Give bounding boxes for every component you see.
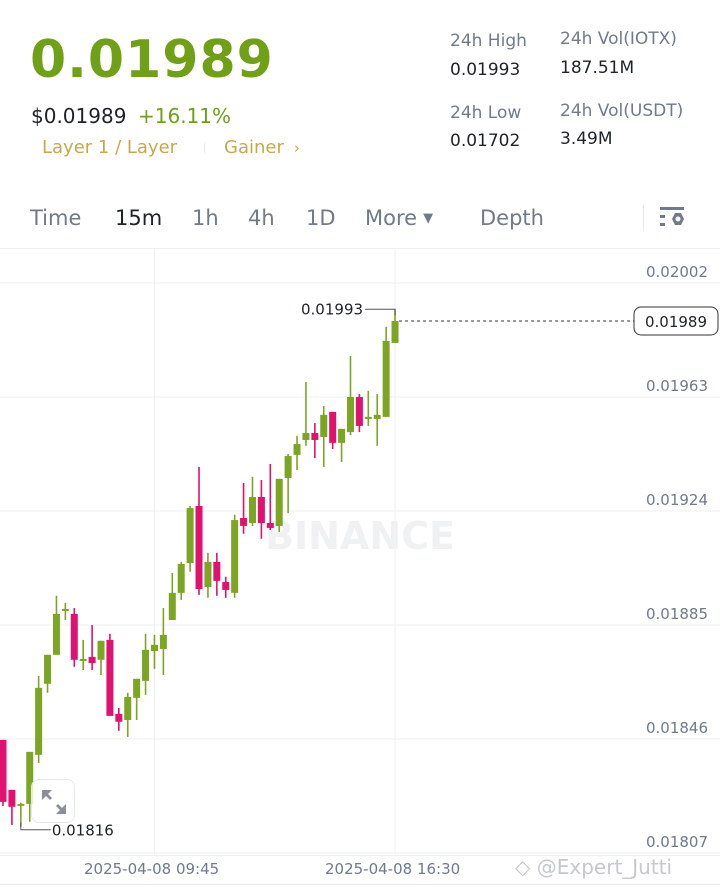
high-marker-line [365,308,396,316]
tabs-divider-line [0,248,720,249]
candle-body [168,592,176,621]
y-tick-label: 0.01924 [646,491,708,509]
candle-body [204,561,212,587]
category-tag[interactable]: Layer 1 / Layer [42,137,178,158]
tabs-divider [643,205,644,231]
y-tick-label: 0.02002 [646,263,708,281]
candle-body [115,713,123,722]
candle-body [338,428,346,443]
gainer-label: Gainer [224,137,284,158]
candle-body [275,478,283,526]
y-tick-label: 0.01963 [646,377,708,395]
candle-body [150,644,158,652]
candle-body [26,751,34,804]
candle-body [302,432,310,440]
candle-body [364,416,372,419]
y-tick-label: 0.01807 [646,833,708,851]
candle-body [231,520,239,593]
tab-time[interactable]: Time [30,206,82,230]
candle-body [70,613,78,660]
candle-body [284,456,292,478]
tab-15m[interactable]: 15m [115,206,163,230]
expand-icon [42,790,66,814]
candle-body [346,397,354,433]
candle-body [186,508,194,564]
candle-body [35,687,43,755]
vol-quote-label: 24h Vol(USDT) [560,101,684,121]
candle-body [248,496,256,523]
bottom-divider [0,884,720,885]
candle-body [240,518,248,526]
candle-body [17,803,25,806]
candle-body [213,561,221,581]
y-tick-label: 0.01885 [646,605,708,623]
credit-watermark: ◇ @Expert_Jutti [515,855,672,879]
high-label: 24h High [450,31,527,51]
price-change: +16.11% [138,104,232,128]
candle-body [257,496,265,523]
credit-text: @Expert_Jutti [536,855,673,879]
candle-body [177,563,185,593]
candle-body [133,678,141,698]
vol-quote-value: 3.49M [560,129,613,149]
vol-base-value: 187.51M [560,58,635,78]
candle-body [79,658,87,661]
more-label: More [365,206,418,230]
expand-chart-button[interactable] [31,779,75,823]
candle-body [61,608,69,611]
tab-depth[interactable]: Depth [480,206,544,230]
tag-divider [204,143,205,153]
candle-body [52,613,60,655]
candle-body [266,522,274,528]
candle-body [329,411,337,443]
candle-body [311,432,319,440]
low-marker-line [20,822,51,831]
last-price: 0.01989 [30,30,274,90]
candle-body [88,656,96,663]
candle-body [97,640,105,660]
candle-body [373,414,381,419]
low-marker-label: 0.01816 [52,822,114,840]
tab-more[interactable]: More ▼ [365,206,433,230]
low-label: 24h Low [450,103,522,123]
chevron-right-icon: › [293,139,300,157]
x-tick-label: 2025-04-08 09:45 [84,860,220,878]
candle-body [124,696,132,720]
high-marker-label: 0.01993 [301,300,363,318]
candle-body [195,506,203,590]
candle-body [391,321,399,343]
current-price-label: 0.01989 [645,313,707,331]
candle-body [159,634,167,649]
chart-settings-icon[interactable] [660,207,686,231]
candle-body [106,639,114,716]
watermark-logo-icon: ◇ [515,855,531,879]
candle-body [44,654,52,684]
caret-down-icon: ▼ [423,211,434,226]
tab-1d[interactable]: 1D [306,206,336,230]
candle-body [293,444,301,455]
candle-body [0,739,7,802]
high-value: 0.01993 [450,60,521,80]
candle-body [8,789,16,807]
current-price-box [633,306,719,336]
x-tick-label: 2025-04-08 16:30 [325,860,461,878]
candle-body [355,397,363,426]
candlestick-chart[interactable]: 0.02002 0.01963 0.01924 0.01885 0.01846 0.018… [0,249,720,855]
vol-base-label: 24h Vol(IOTX) [560,29,677,49]
candle-body [320,414,328,438]
usd-price: $0.01989 [31,104,127,128]
x-axis-line [0,855,720,856]
binance-watermark: BINANCE [265,514,455,558]
candle-body [142,649,150,681]
y-tick-label: 0.01846 [646,719,708,737]
gainer-tag[interactable]: Gainer › [224,137,300,158]
tab-4h[interactable]: 4h [248,206,275,230]
tab-1h[interactable]: 1h [192,206,219,230]
candle-body [382,340,390,417]
candle-body [222,582,230,590]
low-value: 0.01702 [450,131,521,151]
